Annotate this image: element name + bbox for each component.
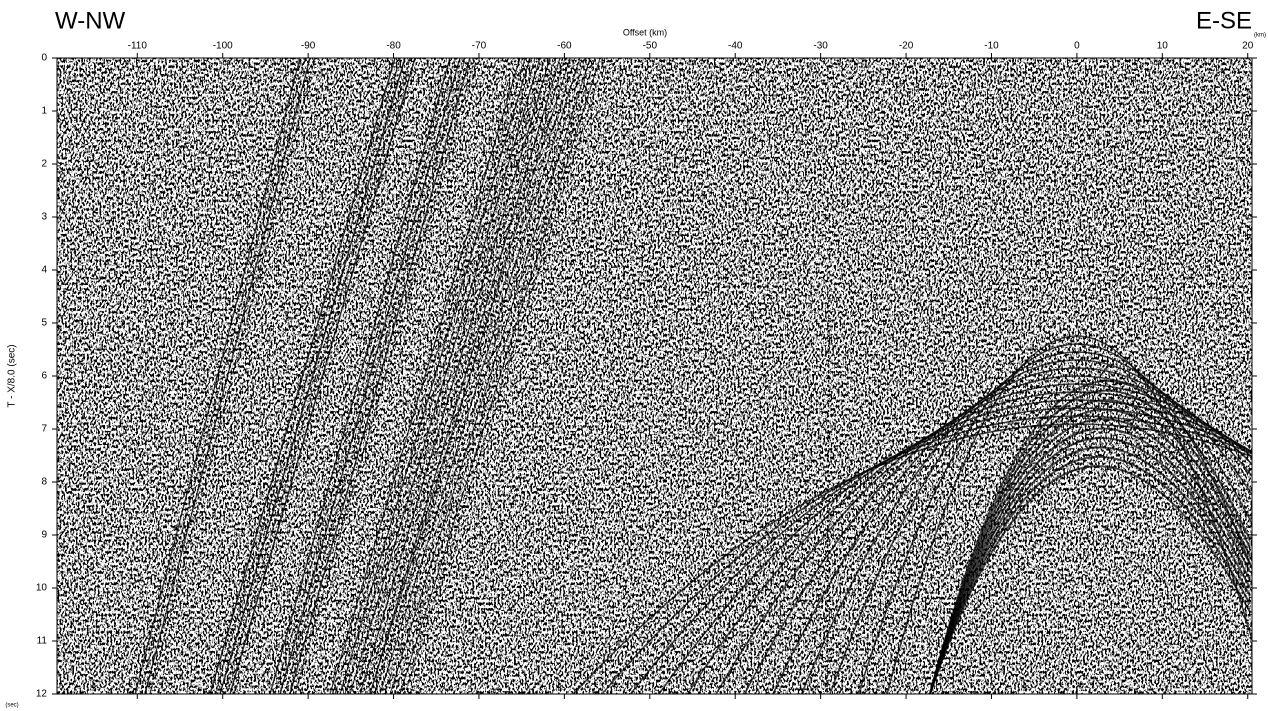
hyperbola-event — [686, 391, 1252, 694]
wave-event — [214, 58, 401, 694]
left-direction-label: W-NW — [55, 7, 126, 34]
hyperbola-event — [929, 437, 1251, 694]
wave-event — [384, 58, 586, 694]
x-tick-label: -30 — [813, 41, 828, 52]
x-unit: (km) — [1254, 33, 1266, 39]
y-tick-label: 8 — [41, 477, 47, 488]
hyperbola-event — [629, 407, 1252, 694]
hyperbola-event — [715, 383, 1252, 694]
x-tick-label: -110 — [128, 41, 148, 52]
hyperbola-event — [929, 465, 1251, 694]
x-tick-label: 10 — [1157, 41, 1169, 52]
x-tick-label: 20 — [1242, 41, 1254, 52]
wave-event — [279, 58, 461, 694]
seismic-events — [134, 58, 1252, 694]
y-tick-label: 5 — [41, 318, 47, 329]
wave-event — [339, 58, 531, 694]
hyperbola-event — [929, 380, 1251, 694]
wave-event — [389, 58, 591, 694]
x-tick-label: -40 — [728, 41, 743, 52]
wave-event — [394, 58, 596, 694]
wave-event — [359, 58, 551, 694]
wave-event — [329, 58, 521, 694]
x-tick-label: 0 — [1074, 41, 1080, 52]
hyperbola-event — [772, 367, 1252, 694]
hyperbola-event — [929, 399, 1251, 694]
x-tick-label: -20 — [899, 41, 914, 52]
hyperbola-event — [929, 418, 1251, 694]
y-tick-label: 11 — [37, 636, 48, 647]
hyperbola-event — [929, 408, 1251, 694]
y-tick-label: 7 — [41, 424, 47, 435]
x-axis-label: Offset (km) — [623, 27, 667, 37]
y-tick-label: 2 — [41, 159, 47, 170]
x-tick-label: -90 — [301, 41, 316, 52]
wave-event — [379, 58, 581, 694]
wave-event — [364, 58, 556, 694]
wave-event — [404, 58, 606, 694]
wave-event — [269, 58, 451, 694]
y-tick-label: 10 — [36, 583, 48, 594]
trace-gap — [826, 299, 830, 694]
hyperbola-event — [929, 389, 1251, 694]
y-tick-label: 4 — [41, 265, 47, 276]
y-tick-label: 0 — [41, 53, 47, 64]
wave-event — [274, 58, 456, 694]
wave-event — [349, 58, 541, 694]
x-tick-label: -80 — [386, 41, 401, 52]
wave-event — [224, 58, 411, 694]
wave-event — [139, 58, 306, 694]
y-tick-label: 1 — [41, 106, 47, 117]
wave-event — [219, 58, 406, 694]
wave-event — [294, 58, 476, 694]
wave-event — [399, 58, 601, 694]
y-tick-label: 9 — [41, 530, 47, 541]
y-tick-label: 3 — [41, 212, 47, 223]
y-tick-label: 6 — [41, 371, 47, 382]
wave-event — [344, 58, 536, 694]
right-direction-label: E-SE — [1196, 7, 1252, 34]
x-tick-label: -60 — [557, 41, 572, 52]
hyperbola-event — [743, 375, 1252, 694]
hyperbola-event — [929, 456, 1251, 694]
wave-event — [144, 58, 311, 694]
wave-event — [284, 58, 466, 694]
x-tick-label: -50 — [643, 41, 658, 52]
hyperbola-event — [829, 351, 1252, 694]
seismic-section — [57, 58, 1252, 694]
wave-event — [374, 58, 576, 694]
y-tick-label: 12 — [36, 689, 48, 700]
hyperbola-event — [800, 359, 1252, 694]
x-tick-label: -10 — [984, 41, 999, 52]
y-unit: (sec) — [5, 703, 18, 709]
y-axis-label: T - X/8.0 (sec) — [7, 344, 18, 407]
wave-event — [369, 58, 561, 694]
wave-event — [354, 58, 546, 694]
wave-event — [149, 58, 316, 694]
wave-event — [209, 58, 396, 694]
hyperbola-event — [929, 427, 1251, 694]
wave-event — [134, 58, 301, 694]
wave-event — [334, 58, 526, 694]
x-tick-label: -70 — [472, 41, 487, 52]
hyperbola-event — [929, 446, 1251, 694]
wave-event — [369, 58, 571, 694]
x-tick-label: -100 — [213, 41, 233, 52]
wave-event — [229, 58, 416, 694]
hyperbola-event — [658, 399, 1252, 694]
wave-event — [289, 58, 471, 694]
